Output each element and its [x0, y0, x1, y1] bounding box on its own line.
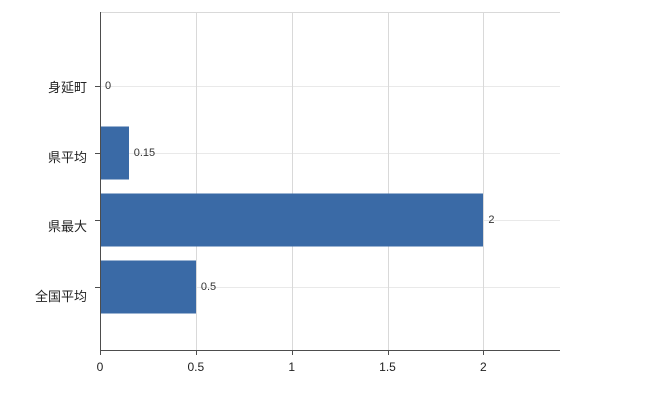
bar-県最大	[100, 193, 484, 246]
vertical-gridline	[483, 12, 485, 350]
bar-全国平均	[100, 260, 196, 313]
y-axis-line	[100, 12, 101, 350]
y-axis-tick	[95, 85, 100, 87]
x-axis-tick-label: 1	[288, 360, 295, 374]
bar-県平均	[100, 126, 129, 179]
y-axis-tick	[95, 286, 100, 288]
y-axis-tick	[95, 219, 100, 221]
y-axis-tick	[95, 152, 100, 154]
horizontal-gridline	[100, 85, 560, 87]
value-label: 0.15	[133, 146, 156, 159]
category-band: 0.15	[100, 119, 560, 186]
horizontal-gridline	[100, 152, 560, 154]
x-axis-tick	[100, 350, 101, 355]
x-axis-line	[100, 350, 560, 351]
value-label: 0.5	[200, 280, 217, 293]
horizontal-gridline	[100, 286, 560, 288]
category-band: 2	[100, 186, 560, 253]
category-band: 0.5	[100, 253, 560, 320]
x-axis-tick-label: 1.5	[379, 360, 396, 374]
y-axis-labels: 身延町県平均県最大全国平均	[0, 52, 94, 330]
y-axis-label: 県平均	[47, 149, 87, 165]
category-band: 0	[100, 52, 560, 119]
vertical-gridline	[387, 12, 389, 350]
vertical-gridline	[291, 12, 293, 350]
y-axis-label: 県最大	[47, 219, 87, 235]
vertical-gridline	[195, 12, 197, 350]
plot-top-border	[100, 12, 560, 13]
y-axis-label: 身延町	[47, 80, 87, 96]
x-axis-tick	[195, 350, 197, 355]
bars-area: 0 0.15 2 0.5	[100, 52, 560, 320]
plot-area: 0 0.15 2 0.5	[100, 12, 560, 350]
y-axis-label: 全国平均	[34, 288, 87, 304]
value-label: 0	[105, 79, 112, 92]
value-label: 2	[488, 213, 495, 226]
x-axis-tick	[387, 350, 389, 355]
x-axis-tick-label: 2	[479, 360, 487, 374]
x-axis-tick-label: 0.5	[187, 360, 205, 374]
x-axis-tick	[291, 350, 293, 355]
x-axis-tick-label: 0	[96, 360, 104, 374]
x-axis-tick	[483, 350, 485, 355]
